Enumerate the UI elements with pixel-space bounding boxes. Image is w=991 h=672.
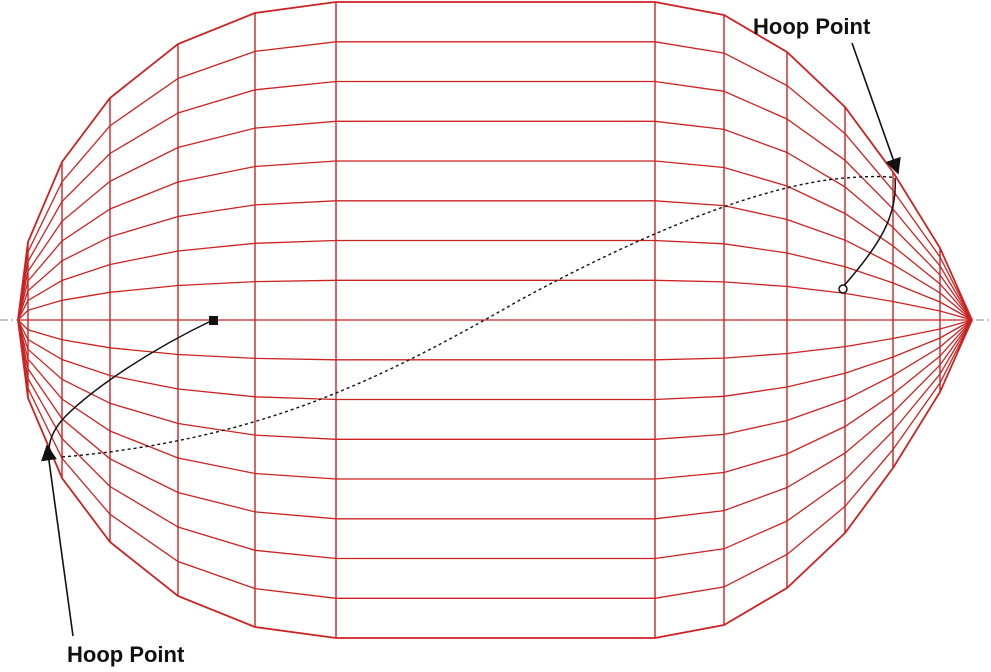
hoop-point-label-top: Hoop Point: [753, 14, 871, 39]
hoop-curve-left: [48, 319, 214, 459]
outline-line: [17, 319, 973, 639]
waterline: [17, 160, 973, 321]
hoop-path-dotted: [61, 175, 896, 458]
hoop-arrow-top: [851, 42, 901, 175]
waterline: [17, 319, 973, 440]
waterline: [17, 319, 973, 401]
waterline: [17, 41, 973, 321]
waterline: [17, 239, 973, 321]
hoop-point-label-bottom: Hoop Point: [67, 642, 185, 667]
hoop-marker-square: [209, 316, 218, 325]
wireframe-mesh: [17, 1, 973, 639]
waterline: [17, 120, 973, 321]
waterline: [17, 319, 973, 480]
hoop-curve-right: [841, 177, 897, 289]
waterline: [17, 319, 973, 560]
waterline: [17, 279, 973, 321]
outline-line: [17, 1, 973, 321]
waterline: [17, 200, 973, 321]
hoop-marker-circle: [838, 284, 848, 294]
waterline: [17, 319, 973, 520]
waterline: [17, 80, 973, 321]
waterline: [17, 319, 973, 599]
waterline: [17, 319, 973, 361]
hoop-arrow-bottom: [41, 444, 74, 637]
